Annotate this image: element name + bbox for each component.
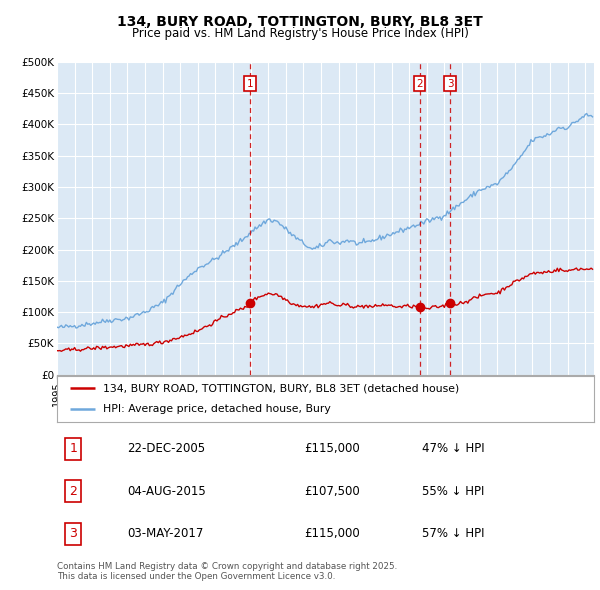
Text: £115,000: £115,000 [304, 527, 360, 540]
Text: HPI: Average price, detached house, Bury: HPI: Average price, detached house, Bury [103, 404, 331, 414]
Text: 3: 3 [69, 527, 77, 540]
Text: 04-AUG-2015: 04-AUG-2015 [127, 484, 206, 498]
Text: 47% ↓ HPI: 47% ↓ HPI [422, 442, 485, 455]
Text: 57% ↓ HPI: 57% ↓ HPI [422, 527, 485, 540]
Text: 134, BURY ROAD, TOTTINGTON, BURY, BL8 3ET: 134, BURY ROAD, TOTTINGTON, BURY, BL8 3E… [117, 15, 483, 29]
Text: £115,000: £115,000 [304, 442, 360, 455]
Text: 22-DEC-2005: 22-DEC-2005 [127, 442, 205, 455]
Text: 55% ↓ HPI: 55% ↓ HPI [422, 484, 485, 498]
Text: Price paid vs. HM Land Registry's House Price Index (HPI): Price paid vs. HM Land Registry's House … [131, 27, 469, 40]
Text: Contains HM Land Registry data © Crown copyright and database right 2025.
This d: Contains HM Land Registry data © Crown c… [57, 562, 397, 581]
Text: 3: 3 [447, 79, 454, 89]
Text: 2: 2 [69, 484, 77, 498]
Text: £107,500: £107,500 [304, 484, 360, 498]
Text: 1: 1 [69, 442, 77, 455]
Text: 2: 2 [416, 79, 423, 89]
Text: 03-MAY-2017: 03-MAY-2017 [127, 527, 203, 540]
Text: 1: 1 [247, 79, 253, 89]
Text: 134, BURY ROAD, TOTTINGTON, BURY, BL8 3ET (detached house): 134, BURY ROAD, TOTTINGTON, BURY, BL8 3E… [103, 384, 459, 394]
